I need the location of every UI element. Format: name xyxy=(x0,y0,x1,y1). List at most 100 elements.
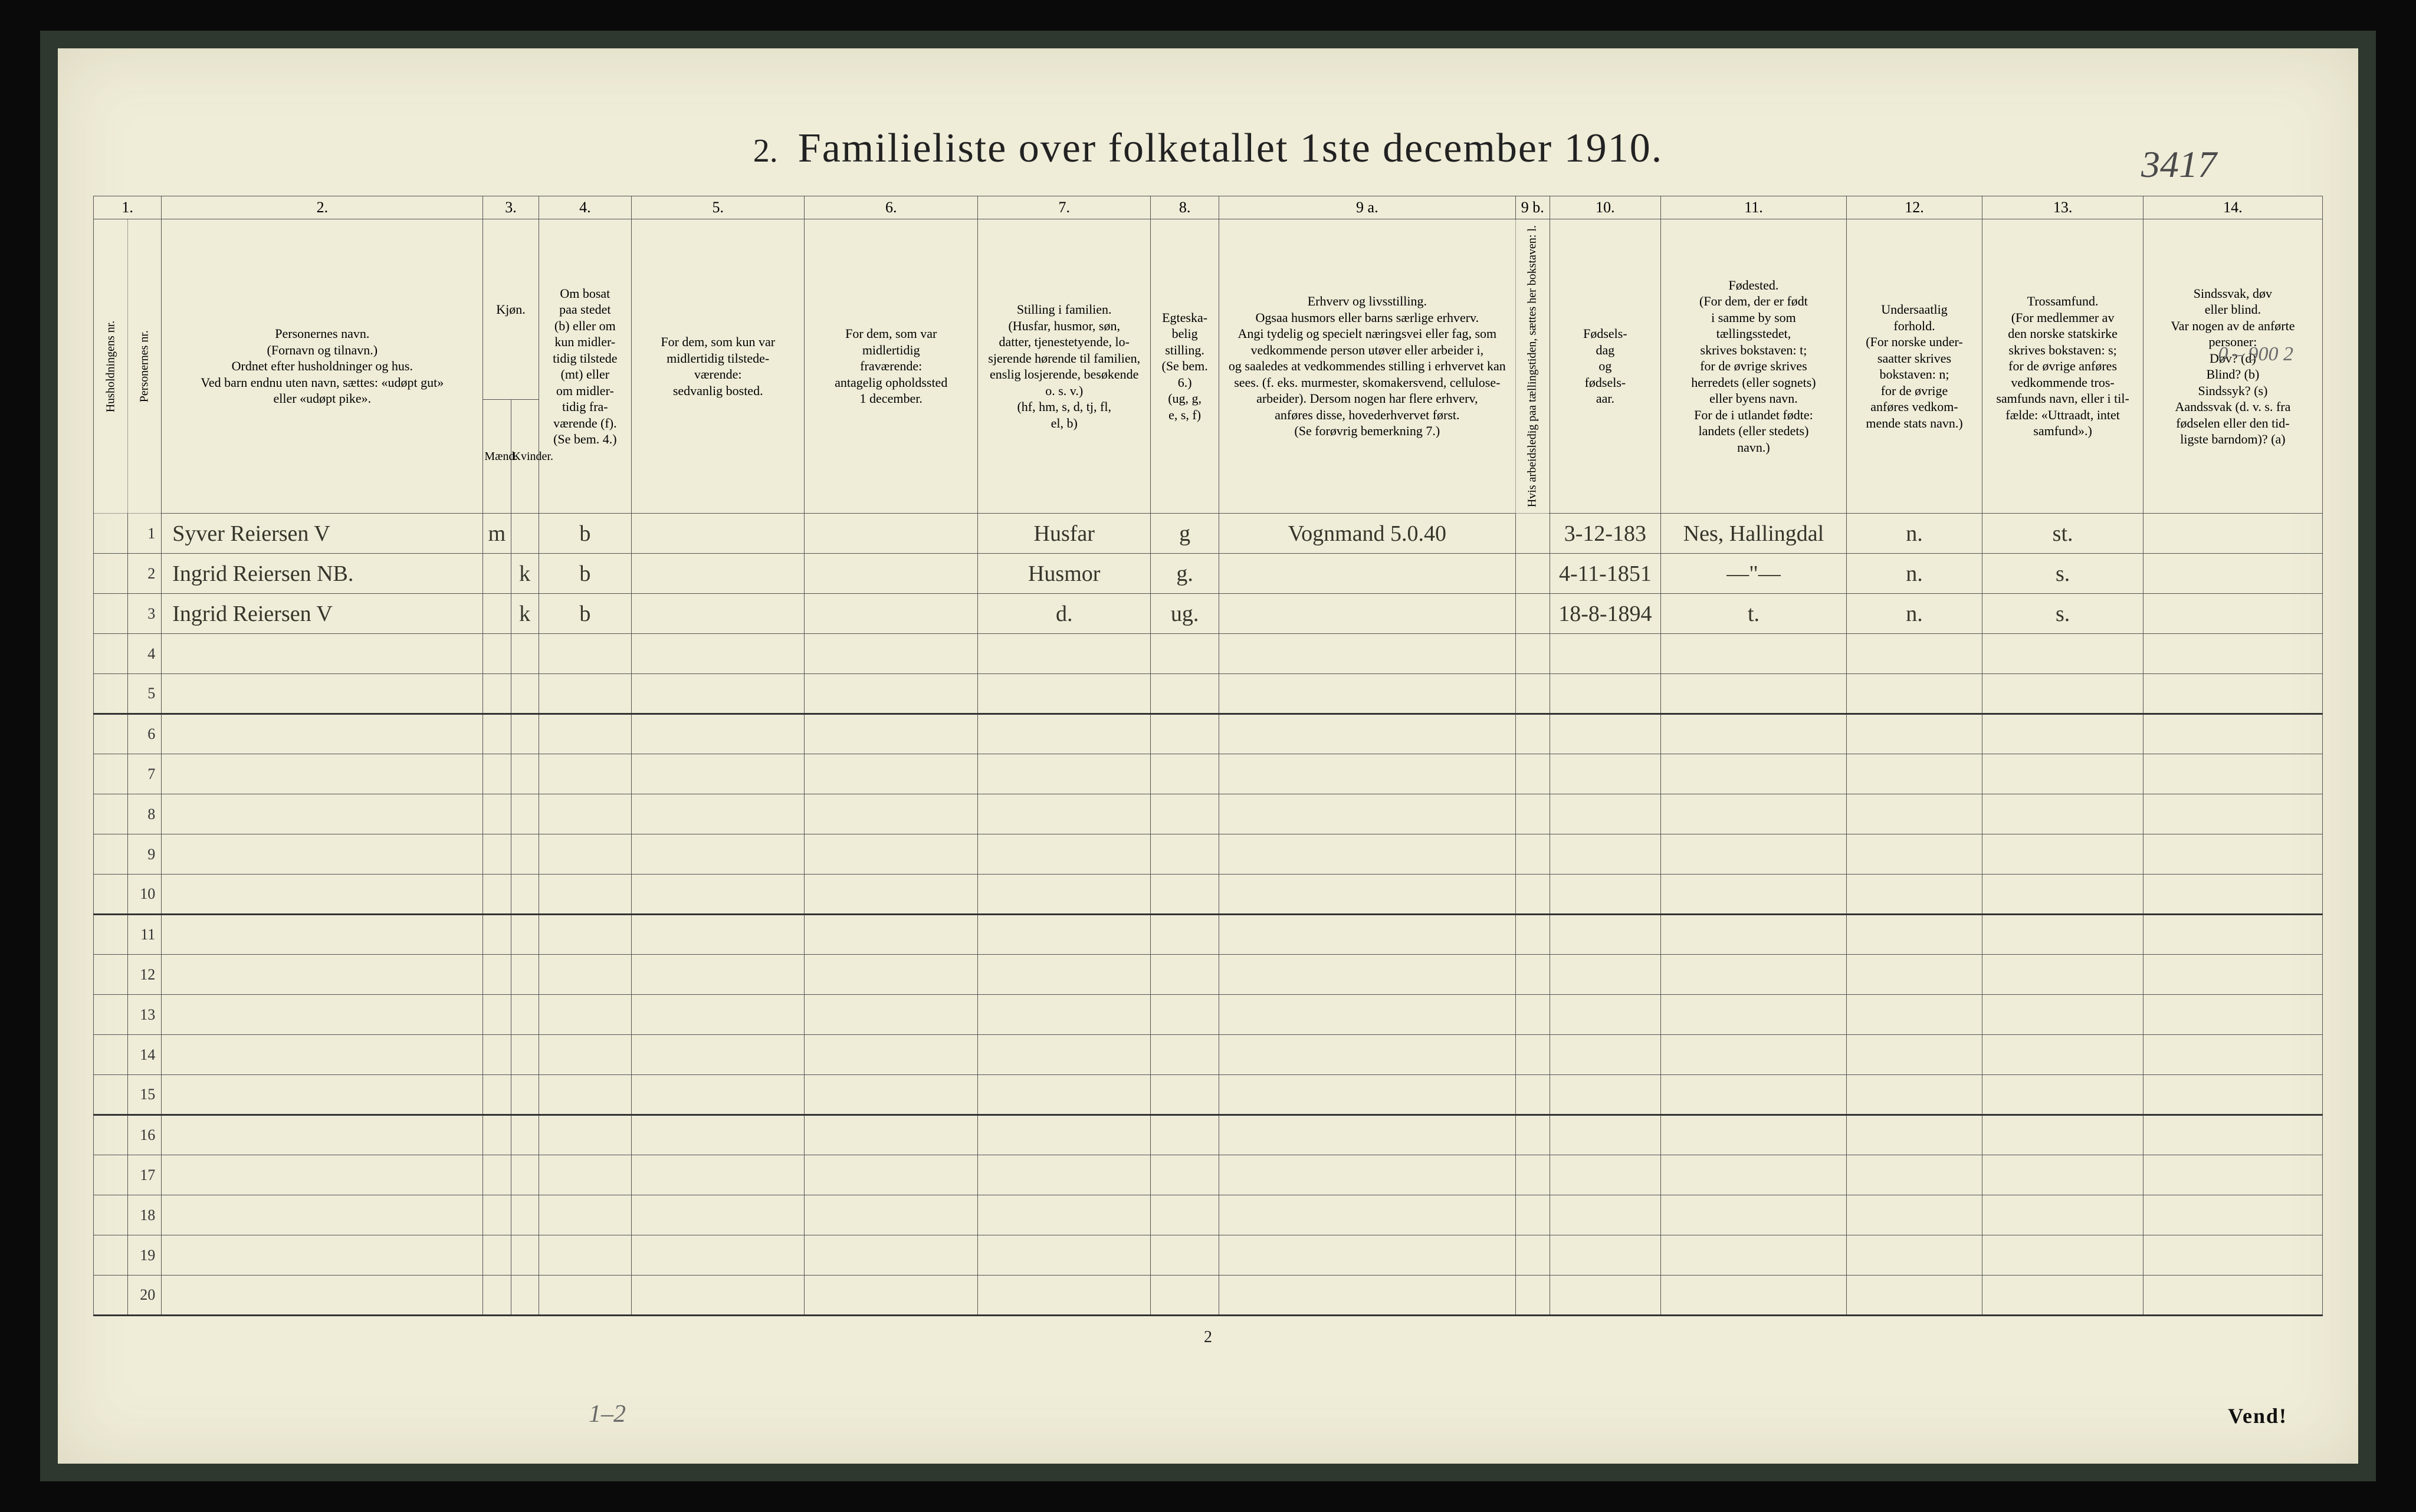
cell-religion: s. xyxy=(1982,594,2143,634)
cell-temp-present xyxy=(631,634,805,674)
cell-marital xyxy=(1151,1195,1219,1235)
cell-sex-k: k xyxy=(511,554,539,594)
cell-residence: b xyxy=(539,554,631,594)
cell-temp-present xyxy=(631,754,805,794)
colnum-12: 12. xyxy=(1846,196,1982,219)
cell-temp-present xyxy=(631,1075,805,1115)
cell-marital xyxy=(1151,955,1219,995)
cell-sex-m xyxy=(483,995,511,1035)
cell-disability xyxy=(2143,794,2322,834)
cell-family-position xyxy=(977,1115,1151,1155)
cell-temp-absent xyxy=(805,634,978,674)
cell-sex-m xyxy=(483,794,511,834)
cell-residence xyxy=(539,1276,631,1316)
cell-sex-k xyxy=(511,1115,539,1155)
cell-temp-absent xyxy=(805,794,978,834)
cell-family-position xyxy=(977,794,1151,834)
cell-sex-k xyxy=(511,1035,539,1075)
cell-family-position xyxy=(977,1075,1151,1115)
cell-birthdate xyxy=(1550,1155,1661,1195)
cell-religion xyxy=(1982,1035,2143,1075)
hdr-sex-male: Mænd. xyxy=(483,400,511,514)
cell-family-position xyxy=(977,1155,1151,1195)
colnum-9a: 9 a. xyxy=(1219,196,1515,219)
cell-unemployed xyxy=(1515,875,1550,915)
cell-occupation xyxy=(1219,834,1515,875)
cell-residence xyxy=(539,1235,631,1276)
cell-marital xyxy=(1151,674,1219,714)
cell-household-no xyxy=(94,1235,128,1276)
cell-unemployed xyxy=(1515,794,1550,834)
cell-temp-present xyxy=(631,1235,805,1276)
cell-residence xyxy=(539,955,631,995)
cell-nationality xyxy=(1846,674,1982,714)
cell-marital xyxy=(1151,1075,1219,1115)
cell-temp-absent xyxy=(805,514,978,554)
colnum-2: 2. xyxy=(162,196,483,219)
cell-occupation xyxy=(1219,1035,1515,1075)
cell-family-position: Husmor xyxy=(977,554,1151,594)
cell-residence xyxy=(539,1195,631,1235)
cell-marital xyxy=(1151,875,1219,915)
cell-birthdate xyxy=(1550,1075,1661,1115)
cell-sex-k xyxy=(511,955,539,995)
colnum-7: 7. xyxy=(977,196,1151,219)
cell-birthplace: —"— xyxy=(1661,554,1846,594)
cell-religion xyxy=(1982,1115,2143,1155)
cell-birthplace xyxy=(1661,1195,1846,1235)
cell-person-no: 12 xyxy=(127,955,162,995)
cell-unemployed xyxy=(1515,955,1550,995)
cell-birthplace xyxy=(1661,875,1846,915)
cell-religion xyxy=(1982,1276,2143,1316)
cell-residence xyxy=(539,634,631,674)
hdr-name: Personernes navn. (Fornavn og tilnavn.) … xyxy=(162,219,483,514)
page-title: 2. Familieliste over folketallet 1ste de… xyxy=(93,125,2323,172)
cell-sex-m xyxy=(483,674,511,714)
cell-sex-m xyxy=(483,1195,511,1235)
cell-birthplace xyxy=(1661,794,1846,834)
column-number-row: 1. 2. 3. 4. 5. 6. 7. 8. 9 a. 9 b. 10. 11… xyxy=(94,196,2323,219)
cell-birthplace xyxy=(1661,1035,1846,1075)
cell-temp-absent xyxy=(805,1115,978,1155)
cell-family-position xyxy=(977,634,1151,674)
cell-name xyxy=(162,1035,483,1075)
cell-religion: s. xyxy=(1982,554,2143,594)
cell-religion xyxy=(1982,754,2143,794)
cell-disability xyxy=(2143,1235,2322,1276)
cell-nationality xyxy=(1846,1195,1982,1235)
cell-temp-present xyxy=(631,514,805,554)
cell-occupation xyxy=(1219,674,1515,714)
colnum-1: 1. xyxy=(94,196,162,219)
cell-temp-present xyxy=(631,955,805,995)
cell-sex-k xyxy=(511,754,539,794)
cell-temp-absent xyxy=(805,915,978,955)
table-row: 4 xyxy=(94,634,2323,674)
cell-nationality: n. xyxy=(1846,554,1982,594)
cell-person-no: 11 xyxy=(127,915,162,955)
cell-sex-m xyxy=(483,875,511,915)
cell-family-position xyxy=(977,875,1151,915)
cell-household-no xyxy=(94,714,128,754)
cell-person-no: 13 xyxy=(127,995,162,1035)
cell-household-no xyxy=(94,754,128,794)
colnum-5: 5. xyxy=(631,196,805,219)
cell-birthplace xyxy=(1661,995,1846,1035)
census-form-page: 3417 2. Familieliste over folketallet 1s… xyxy=(58,48,2358,1464)
hdr-sex: Kjøn. xyxy=(483,219,539,400)
cell-temp-present xyxy=(631,915,805,955)
cell-name xyxy=(162,875,483,915)
cell-household-no xyxy=(94,915,128,955)
cell-religion xyxy=(1982,955,2143,995)
cell-sex-m xyxy=(483,1276,511,1316)
table-row: 9 xyxy=(94,834,2323,875)
cell-birthdate xyxy=(1550,955,1661,995)
cell-temp-absent xyxy=(805,834,978,875)
cell-name xyxy=(162,714,483,754)
cell-name xyxy=(162,1276,483,1316)
table-row: 12 xyxy=(94,955,2323,995)
cell-person-no: 9 xyxy=(127,834,162,875)
cell-birthdate xyxy=(1550,1235,1661,1276)
cell-nationality xyxy=(1846,955,1982,995)
hdr-temp-present: For dem, som kun var midlertidig tilsted… xyxy=(631,219,805,514)
cell-birthplace xyxy=(1661,1155,1846,1195)
